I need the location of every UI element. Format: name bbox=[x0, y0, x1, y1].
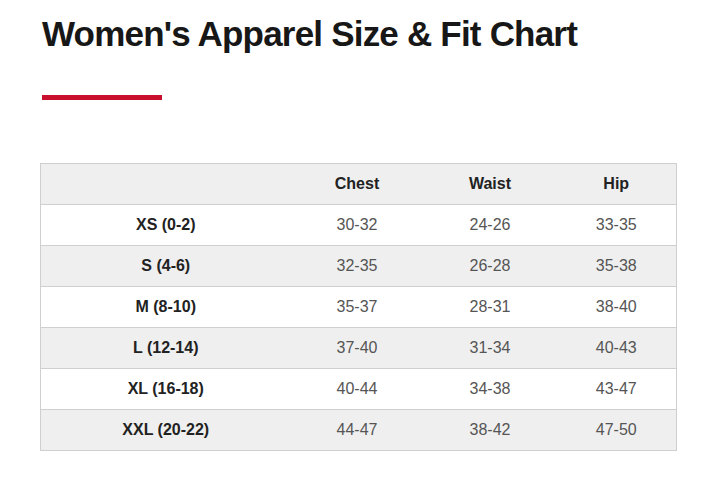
title-accent-bar bbox=[42, 95, 162, 100]
column-header-hip: Hip bbox=[557, 164, 677, 205]
table-row: L (12-14) 37-40 31-34 40-43 bbox=[41, 328, 677, 369]
table-header-row: Chest Waist Hip bbox=[41, 164, 677, 205]
size-cell: XXL (20-22) bbox=[41, 410, 291, 451]
hip-cell: 47-50 bbox=[557, 410, 677, 451]
column-header-chest: Chest bbox=[291, 164, 424, 205]
table-row: M (8-10) 35-37 28-31 38-40 bbox=[41, 287, 677, 328]
waist-cell: 28-31 bbox=[424, 287, 557, 328]
hip-cell: 43-47 bbox=[557, 369, 677, 410]
table-row: XXL (20-22) 44-47 38-42 47-50 bbox=[41, 410, 677, 451]
table-row: XL (16-18) 40-44 34-38 43-47 bbox=[41, 369, 677, 410]
column-header-size bbox=[41, 164, 291, 205]
size-cell: XS (0-2) bbox=[41, 205, 291, 246]
hip-cell: 33-35 bbox=[557, 205, 677, 246]
waist-cell: 38-42 bbox=[424, 410, 557, 451]
chest-cell: 32-35 bbox=[291, 246, 424, 287]
waist-cell: 24-26 bbox=[424, 205, 557, 246]
size-chart-table: Chest Waist Hip XS (0-2) 30-32 24-26 33-… bbox=[40, 163, 677, 451]
column-header-waist: Waist bbox=[424, 164, 557, 205]
table-row: S (4-6) 32-35 26-28 35-38 bbox=[41, 246, 677, 287]
chest-cell: 40-44 bbox=[291, 369, 424, 410]
chest-cell: 30-32 bbox=[291, 205, 424, 246]
chest-cell: 44-47 bbox=[291, 410, 424, 451]
waist-cell: 26-28 bbox=[424, 246, 557, 287]
hip-cell: 40-43 bbox=[557, 328, 677, 369]
waist-cell: 34-38 bbox=[424, 369, 557, 410]
size-fit-chart-page: Women's Apparel Size & Fit Chart Chest W… bbox=[0, 0, 715, 481]
table-row: XS (0-2) 30-32 24-26 33-35 bbox=[41, 205, 677, 246]
page-title: Women's Apparel Size & Fit Chart bbox=[42, 14, 577, 54]
size-cell: L (12-14) bbox=[41, 328, 291, 369]
hip-cell: 38-40 bbox=[557, 287, 677, 328]
hip-cell: 35-38 bbox=[557, 246, 677, 287]
size-cell: XL (16-18) bbox=[41, 369, 291, 410]
chest-cell: 37-40 bbox=[291, 328, 424, 369]
size-cell: M (8-10) bbox=[41, 287, 291, 328]
chest-cell: 35-37 bbox=[291, 287, 424, 328]
waist-cell: 31-34 bbox=[424, 328, 557, 369]
size-cell: S (4-6) bbox=[41, 246, 291, 287]
